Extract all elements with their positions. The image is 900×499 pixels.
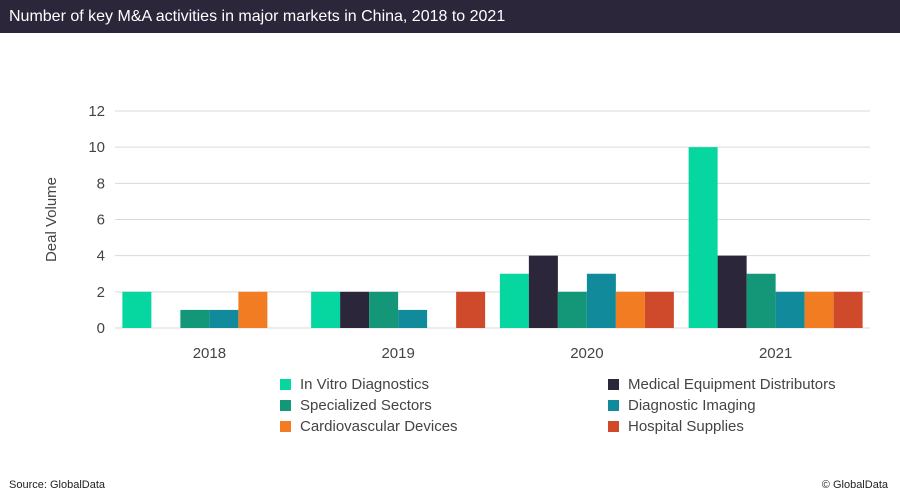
bar-2021-2 (746, 273, 776, 328)
legend-label: Medical Equipment Distributors (628, 376, 836, 393)
legend-item: Hospital Supplies (608, 418, 744, 435)
legend-label: In Vitro Diagnostics (300, 376, 429, 393)
y-tick-label: 6 (97, 212, 105, 229)
bar-2020-5 (644, 291, 674, 328)
legend-swatch (608, 421, 619, 432)
bar-2020-4 (615, 291, 645, 328)
bar-2020-1 (528, 255, 558, 328)
y-tick-label: 8 (97, 175, 105, 192)
bar-2020-0 (499, 273, 529, 328)
y-axis-label: Deal Volume (43, 177, 60, 262)
legend-item: Specialized Sectors (280, 397, 432, 414)
x-tick-label: 2020 (570, 345, 603, 362)
bar-2019-3 (398, 309, 428, 328)
source-note: Source: GlobalData (9, 479, 105, 491)
legend-label: Diagnostic Imaging (628, 397, 756, 414)
bar-2018-2 (180, 309, 210, 328)
bar-2019-5 (456, 291, 486, 328)
bar-2018-0 (122, 291, 152, 328)
x-tick-label: 2021 (759, 345, 792, 362)
legend-item: Diagnostic Imaging (608, 397, 756, 414)
legend-swatch (280, 400, 291, 411)
bar-2019-0 (311, 291, 341, 328)
y-tick-label: 2 (97, 284, 105, 301)
legend-swatch (608, 379, 619, 390)
y-tick-label: 0 (97, 320, 105, 337)
legend-label: Specialized Sectors (300, 397, 432, 414)
y-tick-label: 10 (88, 139, 105, 156)
copyright-note: © GlobalData (821, 479, 888, 491)
x-tick-label: 2018 (193, 345, 226, 362)
bar-2021-0 (688, 147, 718, 328)
y-tick-label: 12 (88, 103, 105, 120)
legend-label: Hospital Supplies (628, 418, 744, 435)
bar-2018-4 (238, 291, 268, 328)
legend-item: Cardiovascular Devices (280, 418, 458, 435)
legend-swatch (280, 421, 291, 432)
chart-title: Number of key M&A activities in major ma… (0, 0, 900, 33)
bar-2021-5 (833, 291, 863, 328)
legend-item: In Vitro Diagnostics (280, 376, 429, 393)
bar-2021-4 (804, 291, 834, 328)
legend-swatch (280, 379, 291, 390)
legend-item: Medical Equipment Distributors (608, 376, 836, 393)
bar-2020-3 (586, 273, 616, 328)
y-tick-label: 4 (97, 248, 105, 265)
bar-2018-3 (209, 309, 239, 328)
legend-label: Cardiovascular Devices (300, 418, 458, 435)
bar-2021-3 (775, 291, 805, 328)
x-tick-label: 2019 (381, 345, 414, 362)
bar-2020-2 (557, 291, 587, 328)
legend-swatch (608, 400, 619, 411)
bar-2019-2 (369, 291, 399, 328)
bar-2021-1 (717, 255, 747, 328)
bar-2019-1 (340, 291, 370, 328)
